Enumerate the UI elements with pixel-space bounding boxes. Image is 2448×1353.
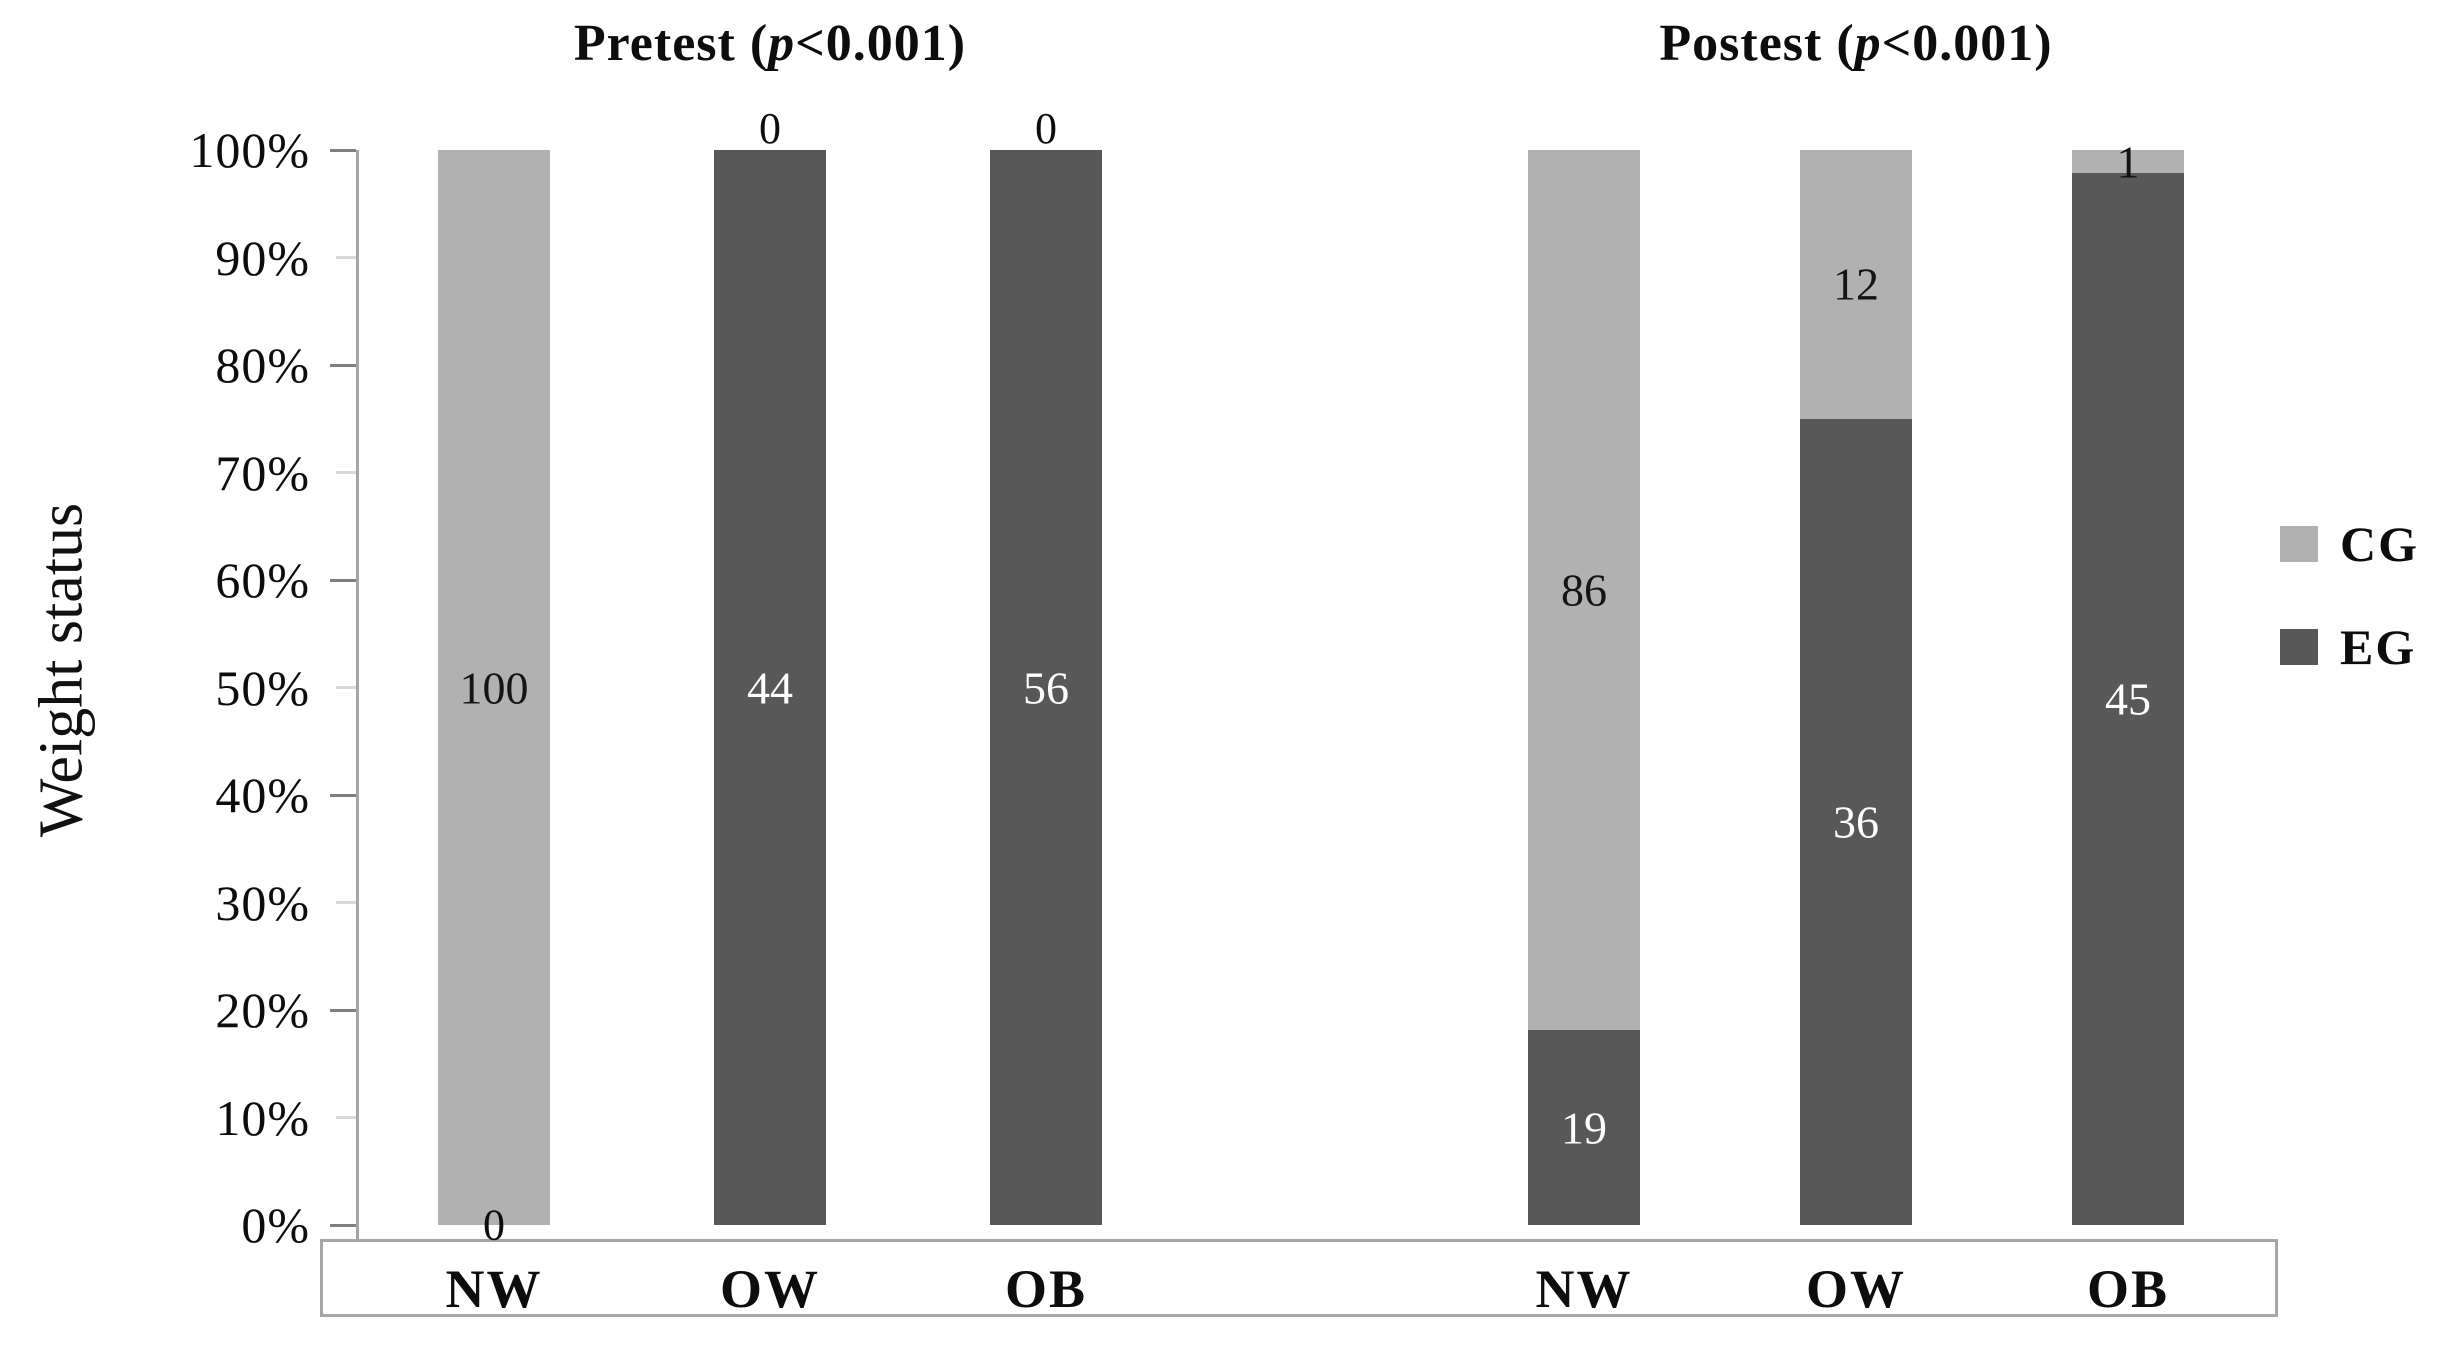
value-label-eg-ob-pretest: 56 xyxy=(1023,662,1069,713)
y-tick-label: 50% xyxy=(215,659,310,716)
y-tick-mark xyxy=(330,1223,356,1227)
category-label-ob-postest: OB xyxy=(2086,1259,2170,1319)
bar-segment-cg-ob-postest xyxy=(2072,150,2184,174)
bar-segment-cg-nw-pretest xyxy=(438,150,550,1225)
panel-title-pretest: Pretest (p<0.001) xyxy=(574,14,966,73)
value-label-eg-nw-postest: 19 xyxy=(1561,1102,1607,1154)
y-tick-label: 90% xyxy=(215,229,310,286)
y-tick-label: 100% xyxy=(189,122,310,178)
y-tick-mark xyxy=(330,148,356,152)
y-tick-mark xyxy=(330,793,356,797)
value-label-cg-nw-postest: 86 xyxy=(1561,564,1607,616)
postest-title-pvalue-p: p xyxy=(1854,15,1882,72)
category-label-nw-pretest: NW xyxy=(445,1259,543,1319)
bar-segment-eg-nw-postest xyxy=(1528,1030,1640,1225)
category-label-ob-pretest: OB xyxy=(1004,1259,1088,1319)
category-axis-box xyxy=(320,1239,2278,1317)
value-label-cg-ob-postest: 1 xyxy=(2116,136,2140,188)
pretest-title-suffix: <0.001) xyxy=(795,15,967,72)
category-label-ow-postest: OW xyxy=(1805,1259,1907,1319)
y-tick-label: 60% xyxy=(215,552,310,608)
y-tick-label: 20% xyxy=(215,982,310,1038)
legend-swatch-cg xyxy=(2280,526,2318,562)
y-tick-label: 0% xyxy=(241,1197,310,1253)
y-tick-mark xyxy=(330,1008,356,1012)
y-axis-line xyxy=(356,150,359,1239)
bar-segment-eg-ob-pretest xyxy=(990,150,1102,1225)
value-label-cg-ob-pretest: 0 xyxy=(1035,104,1057,154)
category-label-nw-postest: NW xyxy=(1535,1259,1633,1319)
panel-title-postest: Postest (p<0.001) xyxy=(1659,14,2052,73)
value-label-eg-nw-pretest: 0 xyxy=(483,1200,505,1250)
legend-swatch-eg xyxy=(2280,629,2318,665)
category-label-ow-pretest: OW xyxy=(719,1259,821,1319)
value-label-eg-ob-postest: 45 xyxy=(2105,673,2151,725)
value-label-cg-ow-postest: 12 xyxy=(1833,258,1879,310)
legend-label-eg: EG xyxy=(2340,619,2417,675)
legend-label-cg: CG xyxy=(2340,516,2419,572)
y-tick-mark xyxy=(336,256,356,259)
y-tick-label: 40% xyxy=(215,767,310,823)
value-label-cg-ow-pretest: 0 xyxy=(759,104,781,154)
y-tick-label: 10% xyxy=(215,1089,310,1146)
y-tick-mark xyxy=(336,686,356,689)
y-tick-mark xyxy=(330,363,356,367)
legend-item-eg: EG xyxy=(2280,618,2416,676)
bar-segment-eg-ob-postest xyxy=(2072,173,2184,1225)
bar-segment-eg-ow-pretest xyxy=(714,150,826,1225)
postest-title-prefix: Postest ( xyxy=(1659,15,1855,72)
y-axis-label: Weight status xyxy=(27,502,96,838)
y-tick-mark xyxy=(336,471,356,474)
y-tick-label: 30% xyxy=(215,874,310,931)
bar-segment-cg-nw-postest xyxy=(1528,150,1640,1031)
legend-item-cg: CG xyxy=(2280,515,2419,573)
pretest-title-prefix: Pretest ( xyxy=(573,15,769,72)
pretest-title-pvalue-p: p xyxy=(768,15,796,72)
postest-title-suffix: <0.001) xyxy=(1881,15,2053,72)
value-label-eg-ow-pretest: 44 xyxy=(747,662,793,713)
bar-segment-eg-ow-postest xyxy=(1800,418,1912,1225)
bar-segment-cg-ow-postest xyxy=(1800,150,1912,419)
y-tick-mark xyxy=(336,901,356,904)
y-tick-mark xyxy=(330,578,356,582)
value-label-eg-ow-postest: 36 xyxy=(1833,796,1879,848)
value-label-cg-nw-pretest: 100 xyxy=(459,662,529,713)
y-tick-label: 80% xyxy=(215,337,310,393)
y-tick-mark xyxy=(336,1116,356,1119)
y-tick-label: 70% xyxy=(215,444,310,501)
